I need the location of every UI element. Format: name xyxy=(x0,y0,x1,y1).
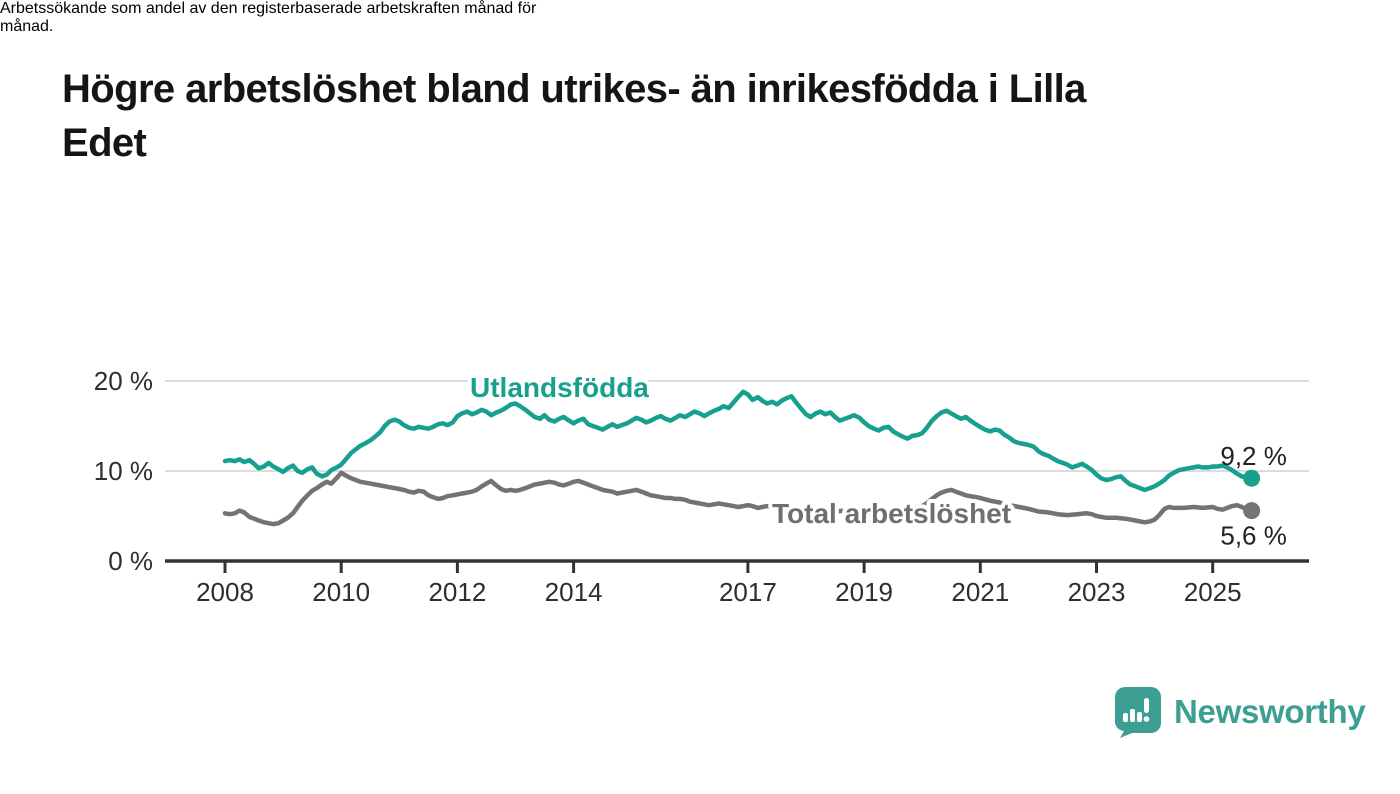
bar-3 xyxy=(1137,712,1142,722)
series-label-utlandsfodda: Utlandsfödda xyxy=(470,372,649,403)
exclamation-dot xyxy=(1143,716,1150,722)
x-tick-label-2023: 2023 xyxy=(1068,577,1126,607)
end-value-label-utlandsfodda: 9,2 % xyxy=(1220,441,1287,471)
chart-subtitle-line1: Arbetssökande som andel av den registerb… xyxy=(0,0,537,17)
y-tick-label-20: 20 % xyxy=(94,366,153,396)
bar-1 xyxy=(1123,713,1128,722)
end-dot-utlandsfodda xyxy=(1243,469,1261,487)
end-dot-total xyxy=(1243,502,1261,520)
x-tick-label-2019: 2019 xyxy=(835,577,893,607)
x-tick-label-2021: 2021 xyxy=(951,577,1009,607)
x-tick-label-2014: 2014 xyxy=(545,577,603,607)
brand-name: Newsworthy xyxy=(1174,693,1366,730)
x-tick-label-2008: 2008 xyxy=(196,577,254,607)
y-tick-label-10: 10 % xyxy=(94,456,153,486)
series-line-total xyxy=(222,470,1254,527)
series-label-total: Total arbetslöshet xyxy=(772,498,1011,529)
page-title: Högre arbetslöshet bland utrikes- än inr… xyxy=(62,62,1342,170)
x-tick-label-2017: 2017 xyxy=(719,577,777,607)
chart-subtitle-line2: månad. xyxy=(0,18,54,35)
y-tick-label-0: 0 % xyxy=(108,546,153,576)
series-line-utlandsfodda xyxy=(222,389,1254,493)
x-tick-label-2012: 2012 xyxy=(428,577,486,607)
newsworthy-logo: Newsworthy xyxy=(1112,686,1366,738)
end-value-label-total: 5,6 % xyxy=(1220,521,1287,551)
page-title-line2: Edet xyxy=(62,121,147,165)
x-tick-label-2025: 2025 xyxy=(1184,577,1242,607)
exclamation-bar xyxy=(1144,698,1149,713)
page-title-line1: Högre arbetslöshet bland utrikes- än inr… xyxy=(62,67,1086,111)
x-tick-label-2010: 2010 xyxy=(312,577,370,607)
speech-bubble-bar-chart-icon xyxy=(1115,687,1161,738)
bar-2 xyxy=(1130,709,1135,722)
